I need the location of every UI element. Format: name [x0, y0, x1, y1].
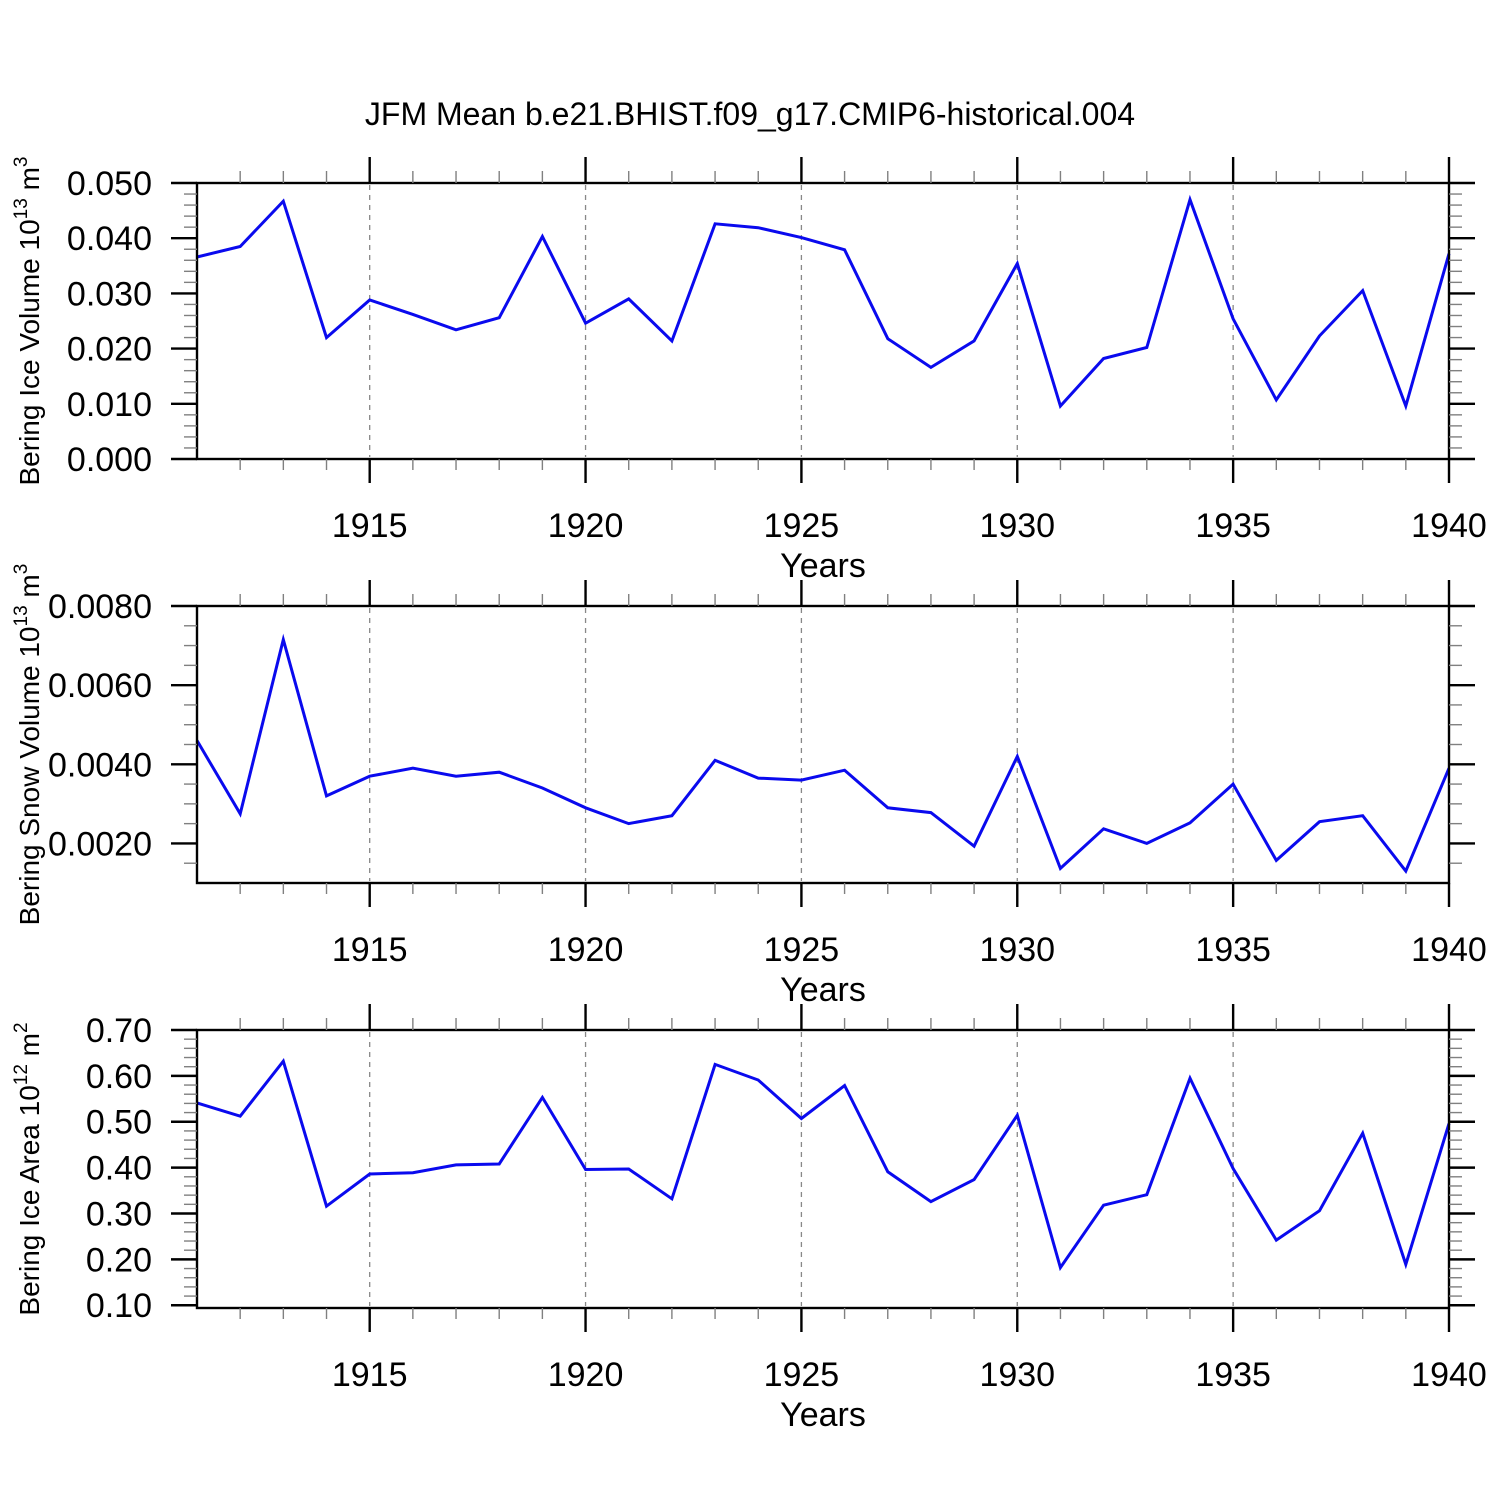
ticks — [171, 580, 1475, 907]
x-tick-label: 1940 — [1411, 1356, 1487, 1394]
y-tick-label: 0.30 — [86, 1195, 152, 1233]
y-tick-label: 0.0040 — [48, 746, 152, 784]
y-tick-label: 0.050 — [67, 165, 152, 203]
x-tick-label: 1915 — [332, 1356, 408, 1394]
ticks — [171, 157, 1475, 483]
x-tick-label: 1925 — [764, 1356, 840, 1394]
x-tick-label: 1925 — [764, 931, 840, 969]
y-tick-label: 0.010 — [67, 386, 152, 424]
plot-snow-volume: 1915 1920 1925 1930 1935 1940 0.0020 0.0040 0.00… — [11, 564, 1487, 1009]
y-axis-title: Bering Snow Volume 1013 m3 — [11, 564, 45, 926]
plot-frame — [195, 181, 1451, 461]
x-tick-label: 1935 — [1195, 1356, 1271, 1394]
y-axis-title: Bering Ice Area 1012 m2 — [11, 1022, 45, 1315]
y-tick-label: 0.0020 — [48, 825, 152, 863]
plot-frame — [195, 1028, 1451, 1310]
x-tick-label: 1930 — [979, 1356, 1055, 1394]
x-axis-title: Years — [780, 971, 866, 1009]
y-tick-label: 0.040 — [67, 220, 152, 258]
ice-area-line — [196, 1057, 1451, 1272]
x-tick-label: 1930 — [979, 507, 1055, 545]
gridlines — [369, 608, 1234, 881]
x-axis-title: Years — [780, 547, 866, 585]
x-tick-label: 1920 — [548, 1356, 624, 1394]
plot-ice-area: 1915 1920 1925 1930 1935 1940 0.10 0.20 0.30 0.40… — [11, 1004, 1487, 1434]
y-tick-label: 0.030 — [67, 275, 152, 313]
y-tick-label: 0.60 — [86, 1058, 152, 1096]
ticks — [171, 1004, 1475, 1332]
x-tick-label: 1935 — [1195, 507, 1271, 545]
y-tick-label: 0.70 — [86, 1012, 152, 1050]
x-tick-label: 1940 — [1411, 931, 1487, 969]
y-tick-label: 0.0060 — [48, 667, 152, 705]
x-axis-title: Years — [780, 1396, 866, 1434]
y-tick-label: 0.020 — [67, 331, 152, 369]
y-tick-label: 0.50 — [86, 1104, 152, 1142]
plot-ice-volume: 1915 1920 1925 1930 1935 1940 0.000 0.010 0.020 0… — [11, 157, 1487, 586]
y-tick-label: 0.000 — [67, 441, 152, 479]
x-tick-label: 1940 — [1411, 507, 1487, 545]
x-tick-label: 1920 — [548, 931, 624, 969]
y-tick-label: 0.20 — [86, 1241, 152, 1279]
x-tick-label: 1935 — [1195, 931, 1271, 969]
gridlines — [369, 185, 1234, 457]
y-tick-label: 0.40 — [86, 1150, 152, 1188]
x-tick-label: 1920 — [548, 507, 624, 545]
snow-volume-line — [195, 633, 1451, 875]
plot-frame — [195, 604, 1451, 885]
ice-volume-line — [196, 194, 1451, 411]
y-axis-title: Bering Ice Volume 1013 m3 — [11, 157, 45, 486]
x-tick-label: 1930 — [979, 931, 1055, 969]
y-tick-label: 0.0080 — [48, 588, 152, 626]
figure-title: JFM Mean b.e21.BHIST.f09_g17.CMIP6-histo… — [364, 96, 1136, 132]
x-tick-label: 1925 — [764, 507, 840, 545]
x-tick-label: 1915 — [332, 931, 408, 969]
gridlines — [369, 1032, 1234, 1306]
y-tick-label: 0.10 — [86, 1287, 152, 1325]
x-tick-label: 1915 — [332, 507, 408, 545]
